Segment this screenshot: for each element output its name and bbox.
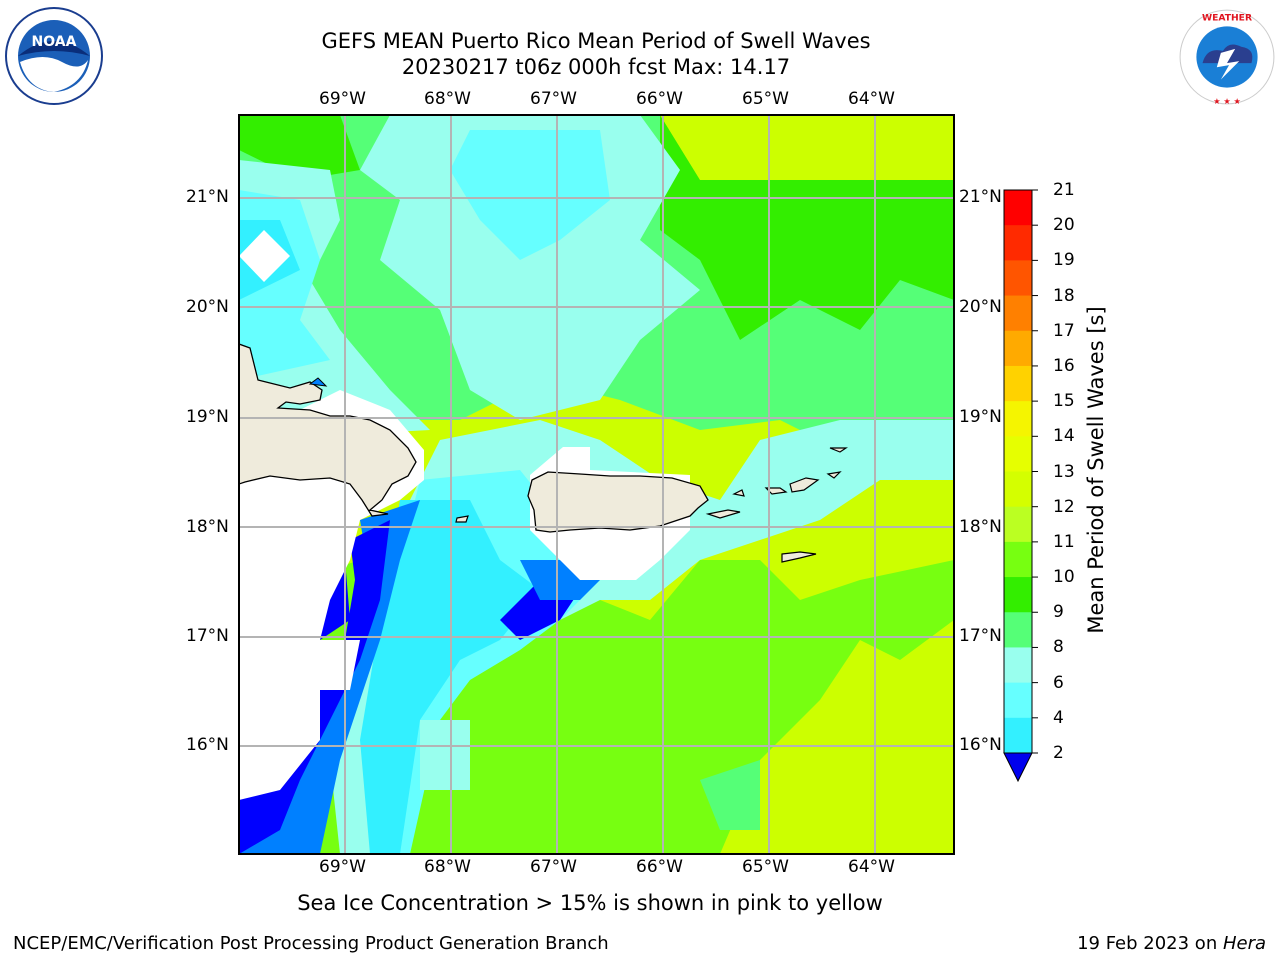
lat-tick-left: 17°N [186,626,229,646]
footer-branch: NCEP/EMC/Verification Post Processing Pr… [13,933,609,954]
lat-tick-right: 18°N [959,517,1002,537]
colorbar-extend-triangle [1003,752,1033,783]
lon-tick-bottom: 64°W [848,857,895,877]
map-gridlines [239,115,954,854]
lon-tick-top: 66°W [636,89,683,109]
nws-logo: WEATHER ★ ★ ★ [1179,9,1275,106]
colorbar-segment [1004,541,1032,578]
swell-period-field [239,115,954,854]
lon-tick-top: 64°W [848,89,895,109]
colorbar-tick-label: 19 [1053,250,1075,271]
lat-tick-right: 19°N [959,407,1002,427]
colorbar-segment [1004,647,1032,684]
footer-timestamp: 19 Feb 2023 on Hera [1077,933,1266,954]
colorbar-segment [1004,577,1032,613]
colorbar-segment [1004,190,1032,226]
map-frame [238,114,955,855]
lat-tick-right: 17°N [959,626,1002,646]
lat-tick-left: 18°N [186,517,229,537]
colorbar-title: Mean Period of Swell Waves [s] [1084,306,1108,634]
lat-tick-left: 16°N [186,735,229,755]
sea-ice-caption: Sea Ice Concentration > 15% is shown in … [0,891,1280,915]
colorbar-tick-label: 11 [1053,531,1075,552]
svg-text:WEATHER: WEATHER [1202,12,1252,23]
colorbar-tick-label: 9 [1053,602,1064,623]
colorbar-tick-label: 16 [1053,355,1075,376]
lon-tick-bottom: 66°W [636,857,683,877]
lon-tick-top: 65°W [742,89,789,109]
map-subtitle: 20230217 t06z 000h fcst Max: 14.17 [401,55,791,79]
colorbar-segment [1004,612,1032,648]
colorbar-segment [1004,225,1032,261]
lat-tick-left: 19°N [186,407,229,427]
map-title: GEFS MEAN Puerto Rico Mean Period of Swe… [321,29,871,53]
lon-tick-bottom: 67°W [530,857,577,877]
lat-tick-left: 20°N [186,297,229,317]
lon-tick-top: 69°W [319,89,366,109]
lat-tick-right: 21°N [959,187,1002,207]
colorbar-segment [1004,506,1032,543]
lat-tick-right: 16°N [959,735,1002,755]
colorbar-tick-label: 12 [1053,496,1075,517]
colorbar-segment [1004,717,1032,754]
noaa-logo: NOAA [5,7,103,105]
colorbar-tick-label: 4 [1053,707,1064,728]
colorbar-segment [1004,682,1032,719]
colorbar-tick-label: 2 [1053,743,1064,763]
colorbar-tick-label: 20 [1053,215,1075,236]
colorbar-segment [1004,330,1032,367]
lat-tick-left: 21°N [186,187,229,207]
lon-tick-bottom: 65°W [742,857,789,877]
colorbar-tick-label: 21 [1053,180,1075,200]
colorbar-tick-label: 8 [1053,637,1064,658]
lat-tick-right: 20°N [959,297,1002,317]
footer-date: 19 Feb 2023 on [1077,933,1223,954]
colorbar-tick-label: 6 [1053,672,1064,693]
lon-tick-top: 68°W [424,89,471,109]
caption-text: Sea Ice Concentration > 15% is shown in … [297,891,883,915]
colorbar-segment [1004,260,1032,297]
colorbar-tick-label: 18 [1053,285,1075,306]
svg-text:NOAA: NOAA [32,34,77,50]
colorbar [1003,189,1038,783]
colorbar-tick-label: 14 [1053,426,1075,447]
colorbar-segment [1004,295,1032,332]
lon-tick-bottom: 69°W [319,857,366,877]
colorbar-segment [1004,436,1032,472]
colorbar-segment [1004,471,1032,508]
svg-text:★ ★ ★: ★ ★ ★ [1213,96,1241,106]
footer-host: Hera [1222,933,1266,954]
colorbar-tick-label: 15 [1053,391,1075,412]
colorbar-segment [1004,401,1032,437]
colorbar-tick-label: 10 [1053,567,1075,588]
colorbar-segment [1004,365,1032,402]
colorbar-tick-label: 17 [1053,320,1075,341]
colorbar-tick-label: 13 [1053,461,1075,482]
lon-tick-top: 67°W [530,89,577,109]
lon-tick-bottom: 68°W [424,857,471,877]
